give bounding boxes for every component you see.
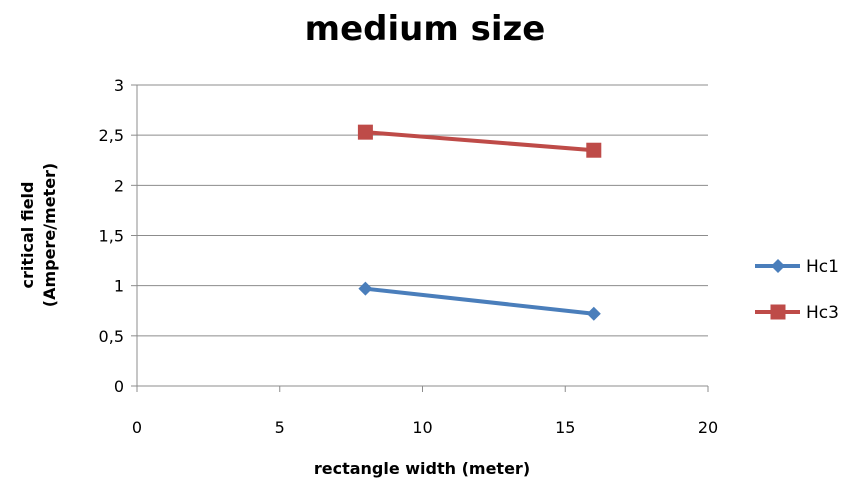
legend-label-hc1: Hc1 [806, 257, 839, 277]
y-axis-title: critical field (Ampere/meter) [18, 163, 59, 307]
chart-title: medium size [305, 9, 546, 49]
series-hc1 [358, 281, 601, 321]
x-tick-label: 15 [555, 418, 575, 437]
y-axis-title-line-1: critical field [18, 182, 37, 289]
y-tick-label: 1 [114, 277, 124, 296]
x-tick-label: 0 [132, 418, 142, 437]
gridlines [137, 84, 708, 337]
legend-marker-hc1 [771, 259, 785, 273]
data-point-hc3 [357, 124, 373, 140]
legend-label-hc3: Hc3 [806, 303, 839, 323]
x-axis-title: rectangle width (meter) [314, 459, 530, 478]
y-tick-label: 2,5 [99, 126, 124, 145]
legend: Hc1 Hc3 [755, 257, 839, 323]
legend-marker-hc3 [770, 304, 786, 320]
y-tick-label: 3 [114, 76, 124, 95]
x-tick-label: 5 [275, 418, 285, 437]
series-hc3 [357, 124, 602, 158]
y-tick-label: 0,5 [99, 327, 124, 346]
series-line-hc1 [365, 286, 595, 316]
y-tick-label: 0 [114, 377, 124, 396]
y-tick-label: 1,5 [99, 227, 124, 246]
y-axis-tick-labels: 0 0,5 1 1,5 2 2,5 3 [99, 76, 124, 396]
data-point-hc3 [586, 142, 602, 158]
data-point-hc1 [358, 281, 373, 296]
x-axis-tick-labels: 0 5 10 15 20 [132, 418, 718, 437]
legend-item-hc3: Hc3 [755, 303, 839, 323]
y-axis-title-line-2: (Ampere/meter) [40, 163, 59, 307]
data-point-hc1 [586, 306, 601, 321]
x-tick-label: 10 [412, 418, 432, 437]
x-tick-label: 20 [698, 418, 718, 437]
axes [131, 84, 709, 392]
legend-item-hc1: Hc1 [755, 257, 839, 277]
series-lines [357, 124, 602, 321]
series-line-hc3 [365, 130, 594, 153]
y-tick-label: 2 [114, 176, 124, 195]
